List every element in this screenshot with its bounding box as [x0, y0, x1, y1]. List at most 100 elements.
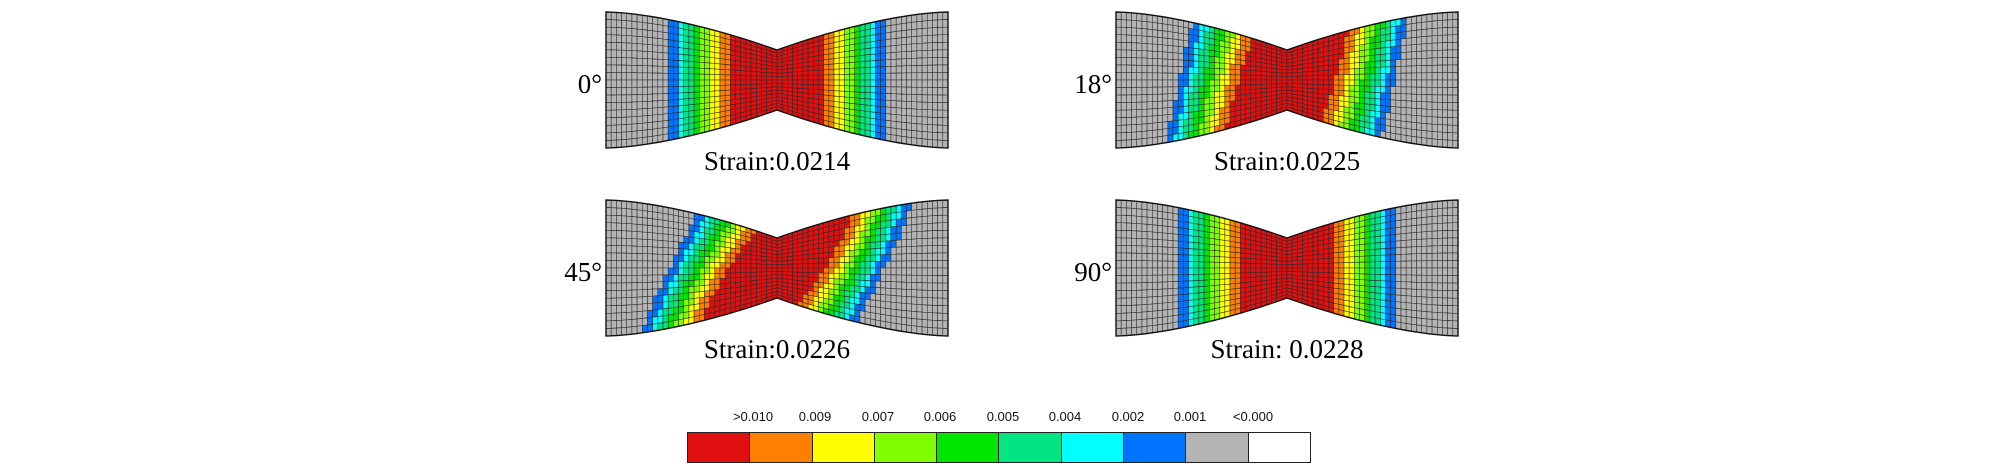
mesh-element: [1208, 73, 1215, 81]
mesh-element: [740, 253, 747, 260]
mesh-element: [1395, 31, 1402, 40]
mesh-element: [1208, 279, 1215, 287]
mesh-element: [688, 261, 695, 269]
mesh-element: [844, 56, 850, 64]
mesh-element: [926, 124, 933, 133]
mesh-element: [1416, 231, 1423, 240]
mesh-element: [906, 86, 913, 95]
mesh-element: [1234, 53, 1241, 61]
mesh-element: [864, 92, 871, 100]
mesh-element: [1219, 68, 1226, 75]
mesh-element: [1167, 260, 1174, 269]
mesh-element: [1120, 72, 1127, 81]
mesh-element: [709, 284, 716, 291]
mesh-element: [1395, 240, 1402, 249]
mesh-element: [1120, 230, 1127, 239]
mesh-element: [880, 99, 887, 108]
mesh-element: [1141, 116, 1148, 125]
mesh-element: [1369, 104, 1376, 112]
legend-swatch: [688, 433, 751, 462]
mesh-element: [641, 79, 648, 88]
mesh-element: [875, 86, 881, 94]
mesh-element: [854, 67, 861, 75]
mesh-element: [802, 79, 809, 85]
mesh-element: [1411, 86, 1417, 95]
mesh-element: [1369, 54, 1376, 63]
mesh-element: [610, 87, 617, 96]
mesh-element: [838, 245, 845, 252]
mesh-element: [1431, 238, 1438, 247]
mesh-element: [647, 36, 653, 46]
mesh-element: [698, 279, 705, 287]
mesh-element: [1271, 255, 1277, 261]
mesh-element: [610, 94, 617, 103]
mesh-element: [1198, 36, 1205, 44]
mesh-element: [911, 303, 918, 312]
mesh-element: [1183, 247, 1189, 256]
mesh-element: [942, 290, 949, 299]
mesh-element: [1400, 246, 1407, 255]
mesh-element: [709, 101, 716, 109]
mesh-element: [647, 239, 653, 248]
mesh-element: [652, 121, 659, 130]
mesh-element: [1312, 254, 1319, 260]
mesh-element: [807, 60, 814, 67]
mesh-element: [880, 247, 887, 256]
mesh-element: [1379, 86, 1386, 94]
mesh-element: [636, 72, 643, 81]
mesh-element: [714, 63, 721, 70]
mesh-element: [838, 267, 845, 274]
mesh-element: [787, 79, 793, 85]
mesh-element: [880, 313, 887, 323]
mesh-element: [854, 55, 861, 63]
mesh-element: [1157, 210, 1163, 220]
mesh-element: [1395, 260, 1402, 269]
mesh-element: [771, 264, 778, 269]
mesh-element: [859, 97, 866, 106]
mesh-element: [683, 286, 690, 294]
mesh-element: [1328, 247, 1334, 254]
mesh-element: [1416, 36, 1423, 45]
mesh-element: [942, 297, 949, 307]
mesh-element: [823, 252, 830, 259]
mesh-element: [1369, 48, 1376, 56]
mesh-element: [1385, 59, 1391, 68]
mesh-element: [823, 74, 830, 81]
mesh-element: [735, 84, 742, 90]
mesh-element: [869, 305, 876, 314]
mesh-element: [1359, 255, 1366, 263]
mesh-element: [812, 84, 819, 90]
mesh-element: [1208, 225, 1215, 234]
mesh-element: [781, 260, 788, 265]
mesh-element: [921, 319, 928, 328]
mesh-element: [844, 238, 850, 246]
mesh-element: [616, 139, 622, 148]
mesh-element: [1390, 66, 1397, 74]
mesh-element: [787, 271, 793, 277]
mesh-element: [792, 67, 799, 73]
mesh-element: [1338, 262, 1345, 269]
mesh-element: [1374, 280, 1381, 288]
mesh-element: [1250, 267, 1257, 273]
mesh-element: [1167, 274, 1174, 283]
mesh-element: [641, 224, 648, 233]
mesh-element: [636, 65, 643, 74]
mesh-element: [1203, 49, 1210, 57]
mesh-element: [1234, 241, 1241, 249]
mesh-element: [755, 271, 762, 277]
mesh-element: [1395, 106, 1402, 115]
mesh-element: [657, 308, 664, 317]
mesh-element: [1157, 217, 1163, 227]
mesh-element: [688, 242, 695, 251]
mesh-element: [1146, 115, 1153, 124]
mesh-element: [1177, 25, 1184, 35]
mesh-element: [875, 125, 881, 134]
mesh-element: [1203, 291, 1210, 299]
mesh-element: [1385, 105, 1391, 114]
mesh-element: [1255, 79, 1262, 85]
mesh-element: [1436, 319, 1443, 329]
mesh-element: [1426, 116, 1433, 125]
mesh-element: [1359, 279, 1366, 287]
mesh-element: [916, 94, 923, 103]
mesh-element: [641, 289, 648, 298]
